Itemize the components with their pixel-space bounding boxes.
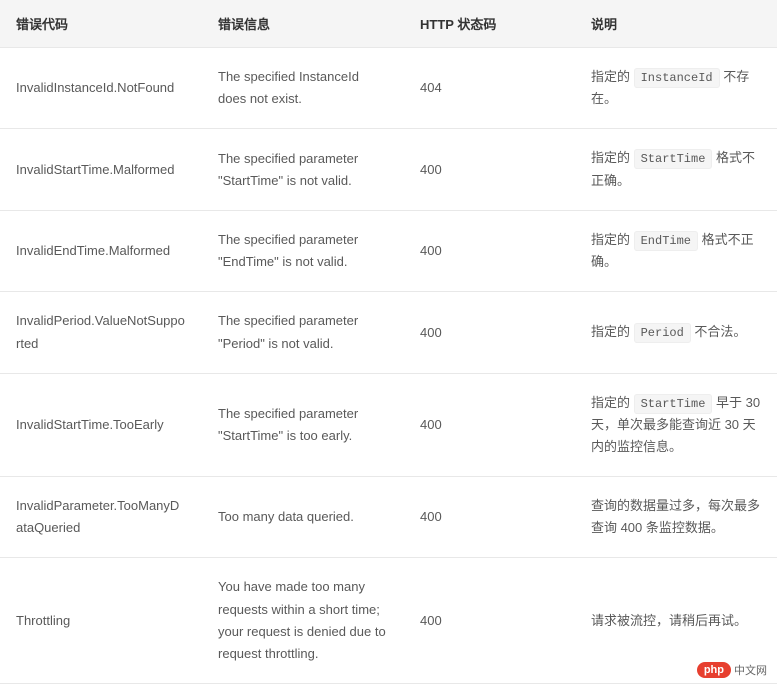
cell-error-msg: The specified parameter "StartTime" is n… — [202, 129, 404, 210]
table-row: InvalidPeriod.ValueNotSupportedThe speci… — [0, 292, 777, 373]
logo-badge: php — [697, 662, 731, 678]
table-row: InvalidStartTime.MalformedThe specified … — [0, 129, 777, 210]
cell-http-status: 400 — [404, 477, 575, 558]
cell-error-msg: Too many data queried. — [202, 477, 404, 558]
cell-description: 指定的 InstanceId 不存在。 — [575, 48, 777, 129]
cell-error-code: InvalidStartTime.Malformed — [0, 129, 202, 210]
cell-error-code: InvalidEndTime.Malformed — [0, 210, 202, 291]
desc-text-pre: 指定的 — [591, 395, 634, 410]
desc-text-pre: 指定的 — [591, 324, 634, 339]
cell-error-code: InvalidPeriod.ValueNotSupported — [0, 292, 202, 373]
desc-code-literal: Period — [634, 323, 691, 343]
cell-description: 指定的 EndTime 格式不正确。 — [575, 210, 777, 291]
desc-text-pre: 指定的 — [591, 69, 634, 84]
logo-text: 中文网 — [734, 662, 767, 678]
error-code-table: 错误代码 错误信息 HTTP 状态码 说明 InvalidInstanceId.… — [0, 0, 777, 684]
desc-text-pre: 指定的 — [591, 232, 634, 247]
cell-error-code: InvalidParameter.TooManyDataQueried — [0, 477, 202, 558]
cell-error-msg: You have made too many requests within a… — [202, 558, 404, 683]
cell-error-msg: The specified parameter "StartTime" is t… — [202, 373, 404, 477]
table-row: InvalidInstanceId.NotFoundThe specified … — [0, 48, 777, 129]
cell-error-code: InvalidStartTime.TooEarly — [0, 373, 202, 477]
col-header-desc: 说明 — [575, 0, 777, 48]
col-header-status: HTTP 状态码 — [404, 0, 575, 48]
table-row: ThrottlingYou have made too many request… — [0, 558, 777, 683]
cell-http-status: 400 — [404, 129, 575, 210]
cell-http-status: 400 — [404, 210, 575, 291]
table-header-row: 错误代码 错误信息 HTTP 状态码 说明 — [0, 0, 777, 48]
cell-description: 指定的 Period 不合法。 — [575, 292, 777, 373]
cell-description: 查询的数据量过多，每次最多查询 400 条监控数据。 — [575, 477, 777, 558]
cell-error-msg: The specified parameter "EndTime" is not… — [202, 210, 404, 291]
cell-http-status: 404 — [404, 48, 575, 129]
desc-code-literal: InstanceId — [634, 68, 720, 88]
cell-http-status: 400 — [404, 558, 575, 683]
watermark-logo: php 中文网 — [697, 662, 767, 678]
desc-code-literal: StartTime — [634, 149, 713, 169]
cell-description: 指定的 StartTime 早于 30 天，单次最多能查询近 30 天内的监控信… — [575, 373, 777, 477]
col-header-msg: 错误信息 — [202, 0, 404, 48]
desc-text-pre: 指定的 — [591, 150, 634, 165]
col-header-code: 错误代码 — [0, 0, 202, 48]
desc-code-literal: StartTime — [634, 394, 713, 414]
cell-error-code: Throttling — [0, 558, 202, 683]
desc-text-post: 不合法。 — [691, 324, 747, 339]
table-row: InvalidParameter.TooManyDataQueriedToo m… — [0, 477, 777, 558]
desc-code-literal: EndTime — [634, 231, 698, 251]
cell-http-status: 400 — [404, 373, 575, 477]
cell-http-status: 400 — [404, 292, 575, 373]
cell-description: 指定的 StartTime 格式不正确。 — [575, 129, 777, 210]
cell-error-msg: The specified InstanceId does not exist. — [202, 48, 404, 129]
cell-error-msg: The specified parameter "Period" is not … — [202, 292, 404, 373]
cell-error-code: InvalidInstanceId.NotFound — [0, 48, 202, 129]
table-row: InvalidEndTime.MalformedThe specified pa… — [0, 210, 777, 291]
table-row: InvalidStartTime.TooEarlyThe specified p… — [0, 373, 777, 477]
